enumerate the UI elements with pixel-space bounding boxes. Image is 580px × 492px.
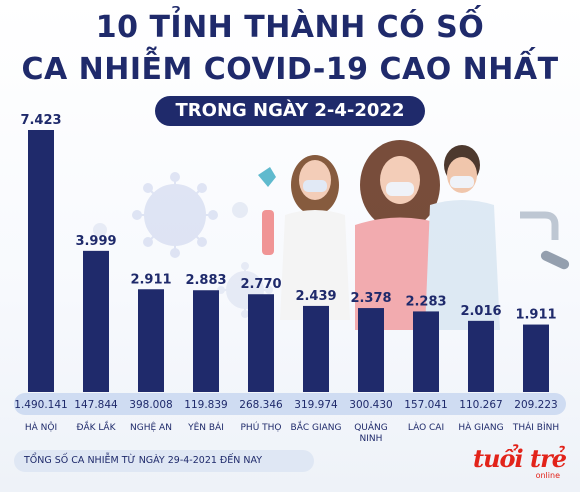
virus-illustration-icon (93, 172, 273, 318)
bar-8 (413, 311, 439, 392)
value-label-9: 2.016 (460, 304, 501, 319)
value-label-6: 2.439 (295, 289, 336, 304)
category-label-6: BẮC GIANG (291, 420, 342, 433)
bar-1 (28, 130, 54, 392)
bar-2 (83, 250, 109, 392)
total-label-3: 398.008 (129, 399, 172, 411)
total-label-1: 1.490.141 (14, 399, 67, 411)
bar-9 (468, 320, 494, 392)
total-label-9: 110.267 (459, 399, 502, 411)
category-label-8: LÀO CAI (408, 421, 444, 433)
category-label-7-1: QUẢNG (354, 421, 388, 433)
title-line-1: 10 TỈNH THÀNH CÓ SỐ (95, 10, 485, 45)
category-label-4: YÊN BÁI (187, 421, 224, 433)
brand-logo: tuổi trẻ (472, 444, 567, 473)
total-label-10: 209.223 (514, 399, 557, 411)
bar-6 (303, 305, 329, 392)
people-illustration-icon (258, 140, 570, 330)
bar-7 (358, 308, 384, 392)
total-legend: TỔNG SỐ CA NHIỄM TỪ NGÀY 29-4-2021 ĐẾN N… (14, 450, 314, 472)
bar-10 (523, 324, 549, 392)
bar-5 (248, 294, 274, 392)
value-label-7: 2.378 (350, 291, 391, 306)
brand-sub: online (535, 471, 560, 480)
total-label-8: 157.041 (404, 399, 447, 411)
category-label-3: NGHỆ AN (130, 421, 172, 433)
category-label-1: HÀ NỘI (25, 421, 57, 433)
value-label-2: 3.999 (75, 234, 116, 249)
category-label-5: PHÚ THỌ (241, 421, 282, 433)
total-label-6: 319.974 (294, 399, 338, 411)
value-label-4: 2.883 (185, 273, 226, 288)
category-label-7-2: NINH (360, 434, 383, 444)
value-label-5: 2.770 (240, 277, 281, 292)
total-label-7: 300.430 (349, 399, 392, 411)
date-badge: TRONG NGÀY 2-4-2022 (155, 96, 425, 126)
category-label-9: HÀ GIANG (458, 421, 503, 433)
category-label-2: ĐẮK LẮK (77, 420, 117, 433)
value-label-3: 2.911 (130, 272, 171, 287)
total-label-4: 119.839 (184, 399, 227, 411)
total-label-2: 147.844 (74, 399, 118, 411)
value-label-10: 1.911 (515, 308, 556, 323)
totals-band (14, 393, 566, 415)
category-label-10: THÁI BÌNH (512, 421, 559, 433)
value-label-1: 7.423 (20, 113, 61, 128)
title-line-2: CA NHIỄM COVID-19 CAO NHẤT (21, 52, 559, 87)
value-label-8: 2.283 (405, 294, 446, 309)
total-legend-label: TỔNG SỐ CA NHIỄM TỪ NGÀY 29-4-2021 ĐẾN N… (24, 455, 263, 466)
bar-4 (193, 290, 219, 392)
total-label-5: 268.346 (239, 399, 283, 411)
bar-3 (138, 289, 164, 392)
